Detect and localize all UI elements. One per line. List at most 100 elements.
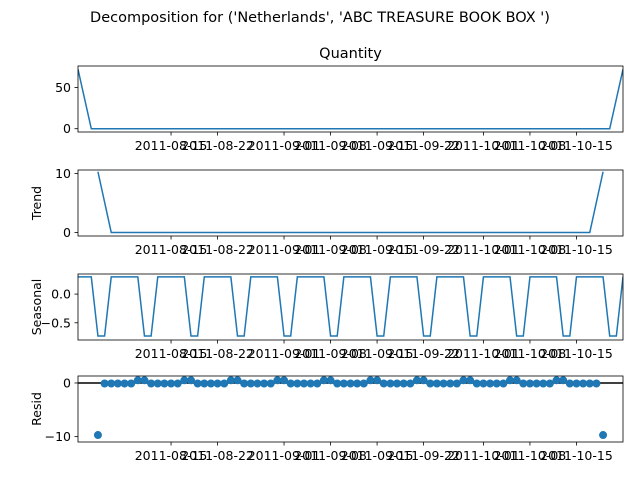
x-tick-label: 2011-09-08 — [294, 138, 367, 153]
resid-point — [140, 376, 149, 385]
resid-point — [479, 379, 488, 388]
y-tick-label: 0 — [63, 375, 71, 390]
x-tick-label: 2011-09-08 — [294, 448, 367, 463]
resid-point — [333, 379, 342, 388]
x-tick-label: 2011-10-15 — [540, 346, 613, 361]
resid-point — [93, 431, 102, 440]
resid-point — [539, 379, 548, 388]
resid-point — [519, 379, 528, 388]
x-tick-label: 2011-09-15 — [341, 242, 414, 257]
resid-point — [592, 379, 601, 388]
resid-point — [399, 379, 408, 388]
plot-area — [78, 376, 623, 440]
y-tick-label: 0 — [63, 225, 71, 240]
resid-point — [386, 379, 395, 388]
x-tick-label: 2011-10-15 — [540, 448, 613, 463]
x-tick-label: 2011-10-01 — [447, 346, 520, 361]
x-tick-label: 2011-10-15 — [540, 242, 613, 257]
resid-point — [459, 376, 468, 385]
resid-point — [260, 379, 269, 388]
resid-point — [599, 431, 608, 440]
x-tick-label: 2011-10-01 — [447, 448, 520, 463]
resid-point — [220, 379, 229, 388]
resid-point — [486, 379, 495, 388]
resid-point — [545, 379, 554, 388]
x-tick-label: 2011-08-22 — [181, 138, 254, 153]
resid-point — [552, 376, 561, 385]
resid-point — [559, 376, 568, 385]
resid-point — [213, 379, 222, 388]
x-tick-label: 2011-08-15 — [135, 448, 208, 463]
resid-point — [339, 379, 348, 388]
x-tick-label: 2011-09-15 — [341, 138, 414, 153]
y-tick-label: −10 — [45, 429, 71, 444]
panel-3: −0.50.02011-08-152011-08-222011-09-01201… — [29, 273, 624, 361]
panel-title: Quantity — [319, 46, 382, 62]
x-tick-label: 2011-09-15 — [341, 346, 414, 361]
x-tick-label: 2011-09-08 — [294, 242, 367, 257]
resid-point — [359, 379, 368, 388]
resid-point — [120, 379, 129, 388]
resid-point — [299, 379, 308, 388]
x-tick-label: 2011-08-15 — [135, 242, 208, 257]
x-tick-label: 2011-09-22 — [387, 448, 460, 463]
resid-point — [406, 379, 415, 388]
resid-point — [240, 379, 249, 388]
resid-point — [419, 376, 428, 385]
x-tick-label: 2011-09-22 — [387, 138, 460, 153]
resid-point — [226, 376, 235, 385]
y-tick-label: 0 — [63, 121, 71, 136]
x-tick-label: 2011-09-01 — [248, 138, 321, 153]
resid-point — [167, 379, 176, 388]
resid-point — [532, 379, 541, 388]
resid-point — [186, 376, 195, 385]
y-tick-label: 0.0 — [51, 287, 71, 302]
resid-point — [127, 379, 136, 388]
x-tick-label: 2011-10-08 — [494, 346, 567, 361]
plot-area — [78, 69, 623, 130]
resid-point — [180, 376, 189, 385]
resid-point — [160, 379, 169, 388]
plot-area — [78, 276, 623, 337]
axes-frame — [77, 169, 624, 237]
x-tick-label: 2011-09-08 — [294, 346, 367, 361]
resid-point — [306, 379, 315, 388]
panel-1: 0502011-08-152011-08-222011-09-012011-09… — [55, 46, 624, 153]
y-tick-label: 10 — [55, 166, 71, 181]
resid-point — [147, 379, 156, 388]
axes-frame — [77, 375, 624, 443]
resid-point — [273, 376, 282, 385]
resid-point — [506, 376, 515, 385]
resid-point — [373, 376, 382, 385]
x-tick-label: 2011-10-01 — [447, 138, 520, 153]
x-tick-label: 2011-09-22 — [387, 346, 460, 361]
resid-point — [346, 379, 355, 388]
resid-point — [133, 376, 142, 385]
x-tick-label: 2011-08-22 — [181, 242, 254, 257]
y-axis-label: Seasonal — [29, 279, 44, 336]
resid-point — [572, 379, 581, 388]
y-tick-label: 50 — [55, 80, 71, 95]
resid-point — [466, 376, 475, 385]
x-tick-label: 2011-08-22 — [181, 346, 254, 361]
resid-point — [393, 379, 402, 388]
resid-point — [233, 376, 242, 385]
x-tick-label: 2011-08-22 — [181, 448, 254, 463]
y-axis-label: Trend — [29, 186, 44, 221]
resid-point — [293, 379, 302, 388]
x-tick-label: 2011-09-01 — [248, 242, 321, 257]
y-tick-label: −0.5 — [41, 315, 71, 330]
resid-point — [452, 379, 461, 388]
resid-point — [107, 379, 116, 388]
resid-point — [565, 379, 574, 388]
axes-frame — [77, 65, 624, 133]
resid-point — [512, 376, 521, 385]
resid-point — [319, 376, 328, 385]
x-tick-label: 2011-10-15 — [540, 138, 613, 153]
resid-point — [173, 379, 182, 388]
x-tick-label: 2011-09-22 — [387, 242, 460, 257]
resid-point — [492, 379, 501, 388]
resid-point — [499, 379, 508, 388]
x-tick-label: 2011-10-08 — [494, 242, 567, 257]
